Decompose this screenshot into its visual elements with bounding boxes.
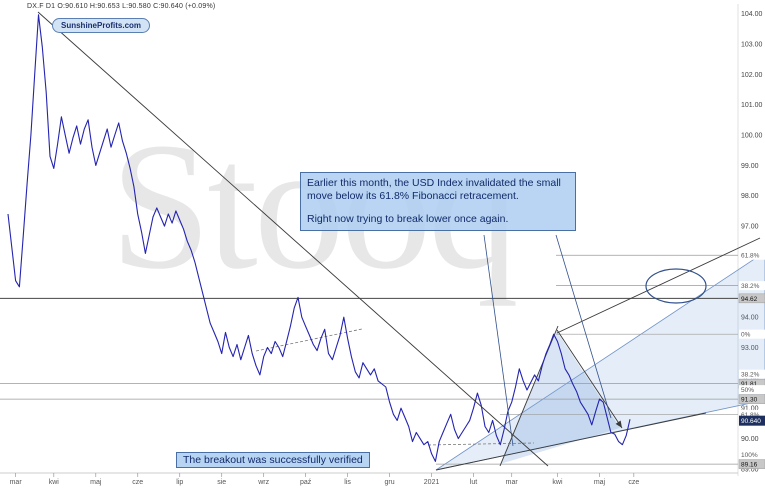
brand-badge: SunshineProfits.com [52,18,151,33]
fib-label-backing [739,409,765,419]
x-axis-label: maj [594,479,606,486]
y-axis-label: 92.00 [741,375,759,382]
x-axis-label: 2021 [424,479,440,486]
fib-label-backing [739,250,765,260]
y-axis-label: 98.00 [741,193,759,200]
x-axis-label: lis [344,479,351,486]
y-axis-label: 89.00 [741,466,759,473]
x-axis-label: lip [176,479,183,486]
fib-percent-label: 38.2% [741,283,760,290]
fib-label-backing [739,281,765,291]
projection-ellipse [645,268,707,304]
y-axis-label: 93.00 [741,345,759,352]
y-axis-label: 97.00 [741,224,759,231]
triangle-pattern-fill [435,251,765,471]
fib-label-backing [739,329,765,339]
fib-label-backing [739,450,765,460]
x-axis-label: gru [385,479,395,486]
price-tag [738,394,765,404]
analysis-note: Earlier this month, the USD Index invali… [300,172,576,232]
current-price-tag [739,415,765,426]
fib-percent-label: 50% [741,387,754,394]
x-axis-label: cze [132,479,143,486]
note-leader-line [483,234,514,447]
x-axis-label: lut [470,479,477,486]
analysis-note-line1: Earlier this month, the USD Index invali… [307,177,561,203]
y-axis-label: 101.00 [741,102,763,109]
price-tag [738,459,765,469]
inner-triangle-fill [500,330,620,464]
fib-percent-label: 38.2% [741,372,760,379]
fib-percent-label: 61.8% [741,412,760,419]
arrowhead [615,420,622,428]
price-tag [738,293,765,304]
fib-label-backing [739,385,765,395]
price-tag-label: 89.16 [741,462,758,469]
current-price-tag-label: 90.640 [741,418,761,425]
fib-label-backing [739,369,765,379]
y-axis-label: 100.00 [741,133,763,140]
x-axis-label: paź [300,479,312,486]
y-axis-label: 103.00 [741,41,763,48]
price-tag-label: 91.81 [741,381,758,388]
y-axis-label: 104.00 [741,11,763,18]
x-axis-label: wrz [257,479,269,486]
fib-percent-label: 0% [741,332,751,339]
x-axis-label: kwi [49,479,60,486]
brand-badge-label: SunshineProfits.com [61,21,142,30]
x-axis-label: mar [10,479,23,486]
note-leader-line [555,234,612,419]
dashed-trendline [427,442,535,446]
x-axis-label: mar [506,479,519,486]
ohlc-header: DX.F D1 O:90.610 H:90.653 L:90.580 C:90.… [27,3,216,10]
channel-upper-line [556,237,761,334]
breakout-note: The breakout was successfully verified [176,452,370,468]
y-axis-label: 90.00 [741,436,759,443]
x-axis-label: maj [90,479,102,486]
rising-support-line [435,412,707,471]
x-axis-label: sie [217,479,226,486]
dashed-trendline [255,328,363,352]
decline-arrow-line [556,329,623,429]
price-tag-label: 94.62 [741,296,758,303]
x-axis-label: kwi [552,479,563,486]
x-axis-label: cze [628,479,639,486]
y-axis-label: 91.00 [741,406,759,413]
price-line [7,14,631,462]
fib-percent-label: 100% [741,452,758,459]
fib-percent-label: 61.8% [741,253,760,260]
y-axis-label: 102.00 [741,72,763,79]
analysis-note-line2: Right now trying to break lower once aga… [307,213,509,226]
y-axis-label: 99.00 [741,163,759,170]
y-axis-label: 94.00 [741,315,759,322]
price-tag-label: 91.30 [741,397,758,404]
long-downtrend-line [37,11,549,467]
